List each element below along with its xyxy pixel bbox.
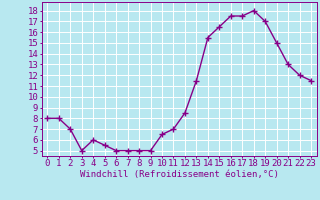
X-axis label: Windchill (Refroidissement éolien,°C): Windchill (Refroidissement éolien,°C) — [80, 170, 279, 179]
